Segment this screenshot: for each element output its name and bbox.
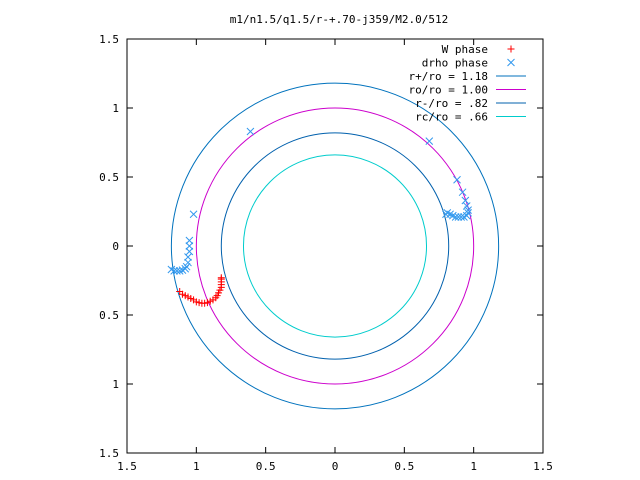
y-tick-label: 1: [112, 378, 119, 391]
legend-label: ro/ro = 1.00: [409, 84, 488, 97]
series-drho-phase: [167, 127, 472, 275]
legend-label: drho phase: [422, 57, 488, 70]
y-tick-label: 1.5: [99, 447, 119, 460]
legend-marker-sample: [507, 45, 515, 53]
y-tick-label: 1: [112, 102, 119, 115]
y-tick-label: 0.5: [99, 171, 119, 184]
data-point: [189, 210, 198, 219]
y-tick-label: 1.5: [99, 33, 119, 46]
legend-label: rc/ro = .66: [415, 111, 488, 124]
legend-marker-sample: [507, 58, 515, 67]
legend-label: r+/ro = 1.18: [409, 70, 488, 83]
data-point: [246, 127, 255, 136]
circle-r-1-18: [170, 82, 500, 410]
x-tick-label: 0.5: [256, 460, 276, 473]
circle-group: [170, 82, 500, 410]
data-point: [425, 137, 434, 145]
chart-title: m1/n1.5/q1.5/r-+.70-j359/M2.0/512: [230, 13, 449, 26]
y-tick-label: 0.5: [99, 309, 119, 322]
circle-r-0-82: [220, 132, 450, 360]
series-w-phase: [176, 274, 225, 307]
data-point: [175, 266, 184, 275]
data-point: [462, 211, 471, 220]
data-point: [185, 242, 194, 250]
data-point: [462, 202, 471, 210]
data-point: [460, 213, 468, 221]
data-point: [182, 262, 191, 271]
data-point: [185, 247, 194, 256]
x-tick-label: 0.5: [394, 460, 414, 473]
data-point: [184, 258, 192, 267]
data-point: [457, 213, 466, 221]
circle-r-1: [195, 107, 475, 385]
legend-label: r-/ro = .82: [415, 97, 488, 110]
data-point: [170, 266, 179, 275]
axis-ticks: 1.5 1 0.5 0 0.5 1 1.51.510.500.511.5: [99, 33, 553, 473]
data-point: [184, 253, 192, 261]
data-point: [453, 175, 461, 184]
x-tick-label: 1.5: [533, 460, 553, 473]
circle-r-0-66: [242, 154, 428, 338]
data-point: [185, 236, 194, 245]
data-point: [167, 265, 176, 274]
x-tick-label: 1.5: [117, 460, 137, 473]
data-point: [458, 188, 467, 197]
points-group: [167, 127, 472, 307]
legend-label: W phase: [442, 43, 488, 56]
data-point: [442, 210, 450, 219]
x-tick-label: 1: [470, 460, 477, 473]
y-tick-label: 0: [112, 240, 119, 253]
data-point: [217, 274, 225, 282]
x-tick-label: 1: [193, 460, 200, 473]
x-tick-label: 0: [332, 460, 339, 473]
